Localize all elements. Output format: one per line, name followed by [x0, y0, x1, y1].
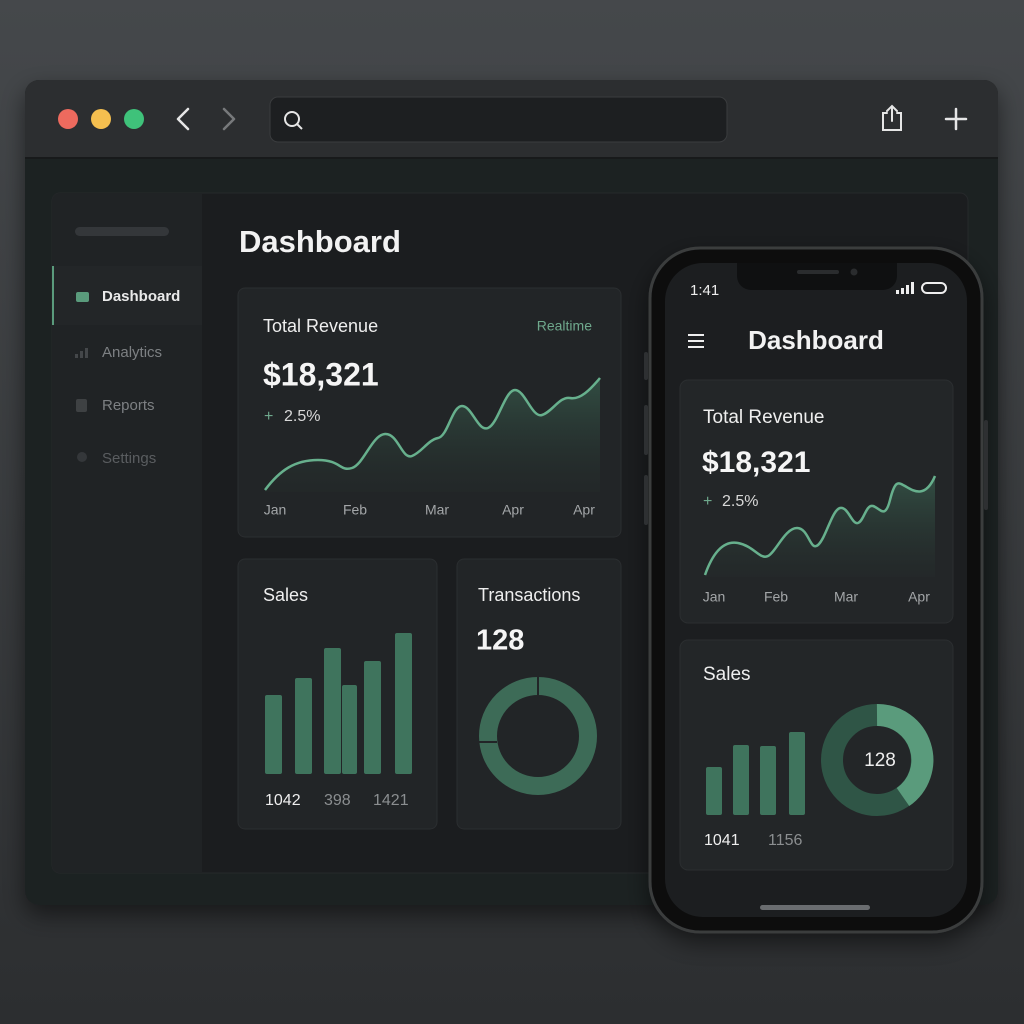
nav-item[interactable]: Settings: [102, 450, 156, 467]
sales-count: 128: [864, 750, 896, 771]
sales-donut-segment: [876, 703, 934, 807]
sales-label: 1156: [768, 832, 803, 849]
revenue-amount: $18,321: [263, 356, 379, 392]
phone-button: [984, 420, 988, 510]
phone-button: [644, 475, 648, 525]
month-label: Apr: [908, 589, 930, 605]
revenue-line: [264, 377, 601, 491]
revenue-change: 2.5%: [284, 408, 320, 425]
month-label: Jan: [264, 502, 287, 518]
month-label: Mar: [425, 502, 449, 518]
page-title: Dashboard: [239, 224, 401, 259]
nav-item[interactable]: Analytics: [102, 344, 162, 361]
reports-icon: [76, 399, 87, 412]
forward-button[interactable]: [222, 107, 236, 131]
sales-label: 1042: [265, 792, 301, 809]
phone-title: Dashboard: [748, 325, 884, 355]
menu-button[interactable]: [688, 334, 704, 348]
close-button[interactable]: [58, 109, 78, 129]
sales-label: 1421: [373, 792, 409, 809]
analytics-icon: [75, 348, 88, 358]
card-title: Transactions: [478, 585, 580, 605]
notch: [737, 263, 897, 290]
search-icon: [284, 111, 303, 130]
month-label: Feb: [764, 589, 788, 605]
month-label: Jan: [703, 589, 726, 605]
zoom-button[interactable]: [124, 109, 144, 129]
signal-icon: [896, 282, 914, 294]
card-title: Total Revenue: [263, 316, 378, 336]
speaker: [797, 270, 839, 274]
back-button[interactable]: [176, 107, 190, 131]
revenue-area: [265, 378, 600, 492]
phone-button: [644, 352, 648, 380]
status-time: 1:41: [690, 282, 719, 299]
month-label: Apr: [502, 502, 524, 518]
minimize-button[interactable]: [91, 109, 111, 129]
transactions-count: 128: [476, 625, 524, 657]
dashboard-icon: [76, 292, 89, 302]
sales-label: 398: [324, 792, 351, 809]
nav-item[interactable]: Reports: [102, 397, 155, 414]
share-button[interactable]: [882, 104, 902, 131]
search-bar[interactable]: [269, 96, 728, 143]
new-tab-button[interactable]: [944, 107, 968, 131]
realtime-badge[interactable]: Realtime: [537, 318, 592, 334]
sales-bars: [265, 633, 412, 774]
sales-label: 1041: [704, 832, 740, 849]
sidebar-logo: [75, 227, 169, 236]
nav-item[interactable]: Dashboard: [102, 288, 180, 305]
nav-active-indicator: [52, 266, 54, 325]
revenue-area: [705, 476, 935, 577]
sidebar: [52, 193, 202, 873]
card-title: Sales: [263, 585, 308, 605]
revenue-change: 2.5%: [722, 493, 758, 510]
revenue-line: [703, 475, 937, 576]
revenue-amount: $18,321: [702, 446, 810, 479]
phone-button: [644, 405, 648, 455]
change-sign: +: [703, 493, 712, 510]
change-sign: +: [264, 408, 273, 425]
home-indicator: [760, 905, 870, 910]
sales-bars: [706, 732, 805, 815]
month-label: Apr: [573, 502, 595, 518]
month-label: Feb: [343, 502, 367, 518]
camera: [850, 268, 858, 276]
settings-icon: [77, 452, 87, 462]
card-title: Sales: [703, 664, 751, 685]
card-title: Total Revenue: [703, 407, 824, 428]
month-label: Mar: [834, 589, 858, 605]
battery-icon: [921, 282, 947, 294]
